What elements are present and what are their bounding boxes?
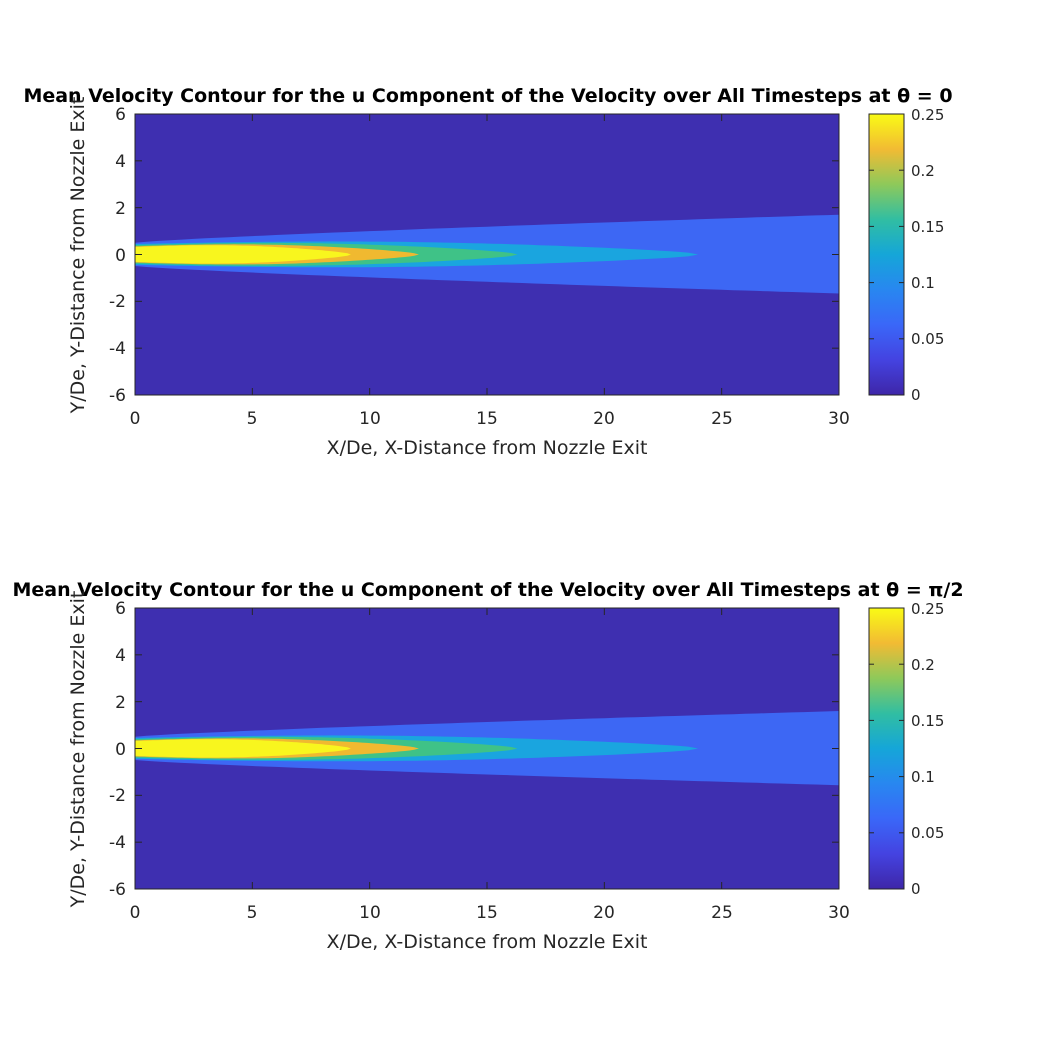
chart-1-y-tick-label: -4 [109, 339, 126, 359]
chart-1-title: Mean Velocity Contour for the u Componen… [23, 85, 952, 107]
chart-1-x-tick-label: 30 [828, 409, 850, 429]
chart-1-x-axis-label: X/De, X-Distance from Nozzle Exit [327, 437, 648, 459]
chart-2-x-tick-label: 5 [247, 903, 258, 923]
chart-2-title: Mean Velocity Contour for the u Componen… [12, 579, 963, 601]
chart-1-colorbar-tick-label: 0 [911, 386, 921, 404]
chart-2-y-tick-label: 4 [115, 646, 126, 666]
chart-2-y-tick-label: 0 [115, 740, 126, 760]
chart-1-tick-marks [134, 113, 840, 396]
chart-2-tick-marks [134, 607, 840, 890]
chart-2-y-tick-label: 2 [115, 693, 126, 713]
chart-2-x-tick-label: 30 [828, 903, 850, 923]
chart-2-x-tick-label: 15 [476, 903, 498, 923]
chart-1-colorbar-tick-label: 0.2 [911, 162, 935, 180]
chart-1-y-tick-label: 4 [115, 152, 126, 172]
chart-1-y-tick-label: -2 [109, 292, 126, 312]
chart-2-y-tick-label: 6 [115, 599, 126, 619]
chart-1-y-tick-label: 2 [115, 199, 126, 219]
chart-2-x-axis-label: X/De, X-Distance from Nozzle Exit [327, 931, 648, 953]
chart-1-x-tick-label: 25 [711, 409, 733, 429]
chart-2-x-tick-label: 25 [711, 903, 733, 923]
chart-1-x-tick-label: 15 [476, 409, 498, 429]
chart-1-x-tick-label: 10 [359, 409, 381, 429]
chart-2-colorbar-tick-label: 0.1 [911, 768, 935, 786]
chart-2-colorbar-tick-label: 0.2 [911, 656, 935, 674]
chart-1: Mean Velocity Contour for the u Componen… [23, 85, 952, 459]
chart-1-colorbar-ticks [869, 113, 904, 396]
chart-2-y-tick-label: -4 [109, 833, 126, 853]
chart-2-colorbar-tick-label: 0 [911, 880, 921, 898]
chart-1-x-tick-label: 0 [130, 409, 141, 429]
chart-1-contours [135, 214, 839, 294]
chart-2-x-tick-label: 10 [359, 903, 381, 923]
chart-2-y-tick-label: -2 [109, 786, 126, 806]
chart-2-colorbar-tick-label: 0.25 [911, 600, 944, 618]
chart-2-colorbar-tick-label: 0.15 [911, 712, 944, 730]
chart-2-colorbar-ticks [869, 607, 904, 890]
chart-1-y-tick-label: 0 [115, 246, 126, 266]
chart-1-y-tick-label: 6 [115, 105, 126, 125]
chart-1-x-tick-label: 20 [593, 409, 615, 429]
chart-2-colorbar [868, 607, 905, 890]
chart-1-colorbar-tick-label: 0.15 [911, 218, 944, 236]
contour-band-0-25 [135, 245, 351, 264]
chart-1-colorbar-tick-label: 0.05 [911, 330, 944, 348]
chart-1-colorbar [868, 113, 905, 396]
chart-2: Mean Velocity Contour for the u Componen… [12, 579, 963, 953]
chart-2-y-tick-label: -6 [109, 880, 126, 900]
chart-2-colorbar-tick-label: 0.05 [911, 824, 944, 842]
chart-1-colorbar-tick-label: 0.1 [911, 274, 935, 292]
chart-1-y-axis-label: Y/De, Y-Distance from Nozzle Exit [67, 97, 89, 415]
chart-1-y-tick-label: -6 [109, 386, 126, 406]
contour-band-0-25 [135, 739, 351, 758]
chart-2-y-axis-label: Y/De, Y-Distance from Nozzle Exit [67, 591, 89, 909]
chart-1-x-tick-label: 5 [247, 409, 258, 429]
chart-2-x-tick-label: 0 [130, 903, 141, 923]
chart-2-contours [135, 711, 839, 786]
chart-2-x-tick-label: 20 [593, 903, 615, 923]
chart-1-colorbar-tick-label: 0.25 [911, 106, 944, 124]
